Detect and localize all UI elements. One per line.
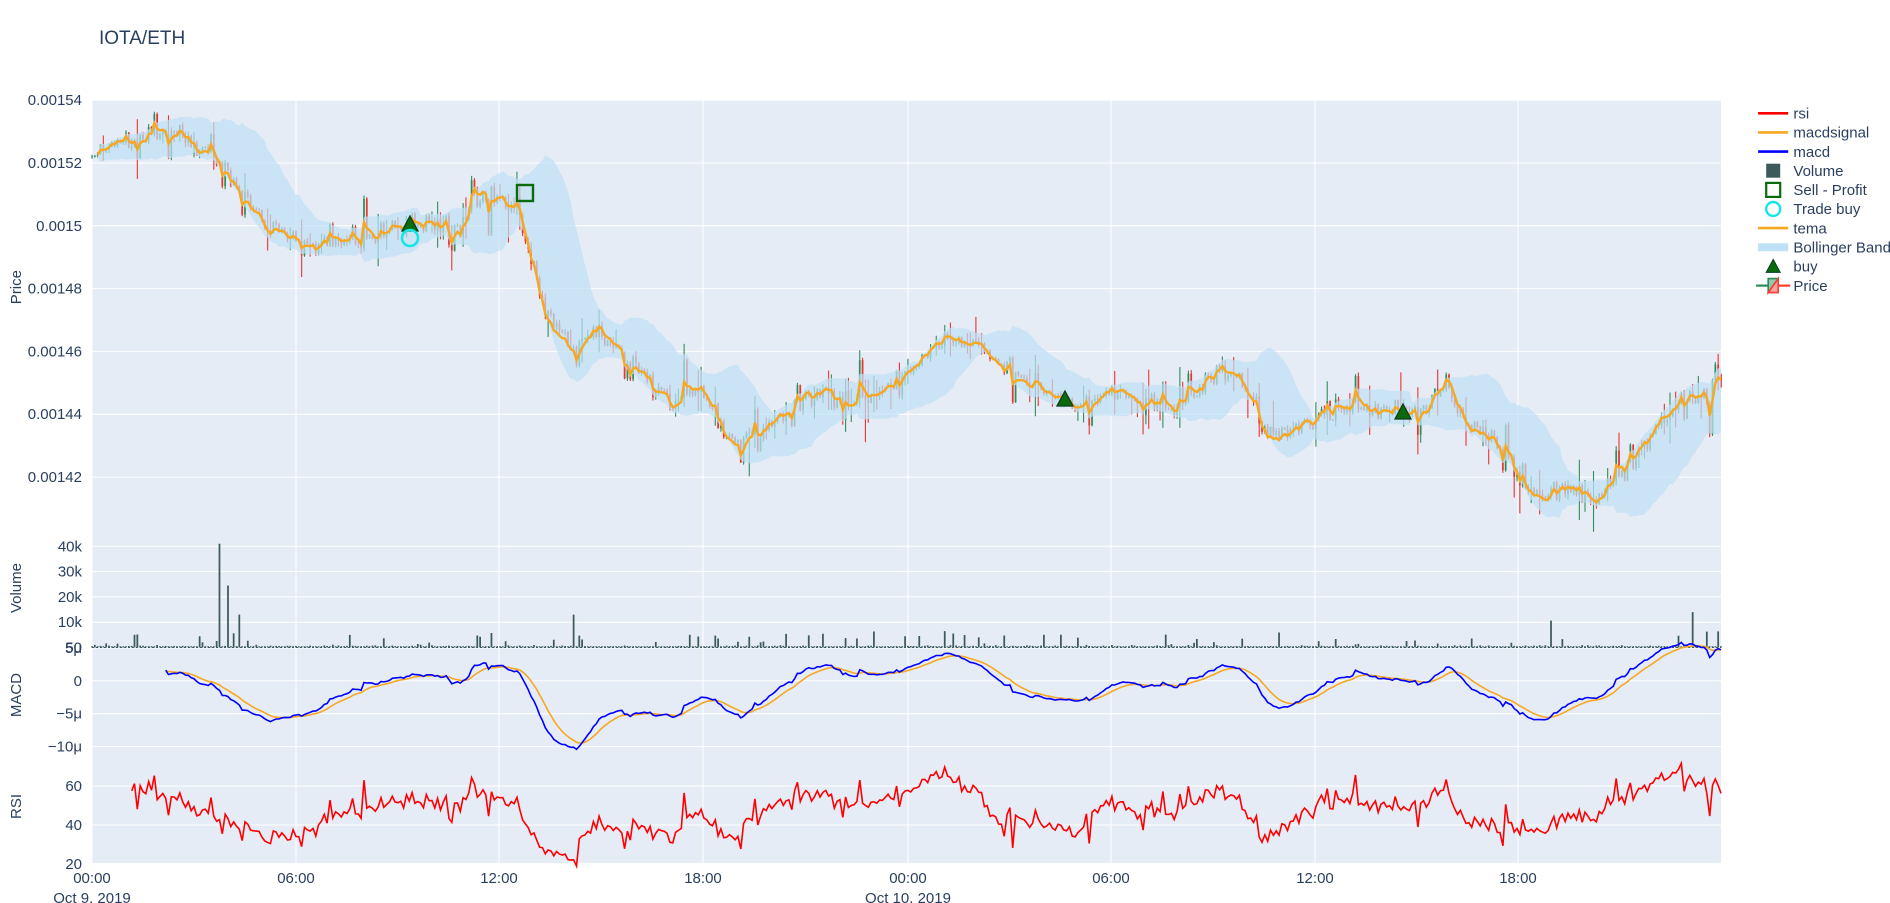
svg-text:0.00154: 0.00154 [28,92,82,109]
svg-text:0.00148: 0.00148 [28,281,82,298]
svg-text:5μ: 5μ [65,640,82,657]
svg-text:40: 40 [65,817,82,834]
svg-text:−5μ: −5μ [56,706,82,723]
svg-text:06:00: 06:00 [277,870,315,887]
svg-text:Price: Price [1793,278,1827,295]
svg-text:30k: 30k [58,564,83,581]
svg-text:Oct 10, 2019: Oct 10, 2019 [865,890,951,903]
svg-text:0.00152: 0.00152 [28,155,82,172]
svg-text:18:00: 18:00 [1499,870,1537,887]
svg-text:tema: tema [1793,220,1827,237]
svg-text:06:00: 06:00 [1092,870,1130,887]
svg-text:Bollinger Band: Bollinger Band [1793,240,1890,257]
svg-text:Oct 9, 2019: Oct 9, 2019 [53,890,131,903]
svg-text:0.00144: 0.00144 [28,406,82,423]
svg-text:−10μ: −10μ [48,739,82,756]
svg-text:rsi: rsi [1793,106,1809,123]
svg-text:macdsignal: macdsignal [1793,125,1869,142]
svg-text:0.0015: 0.0015 [36,218,82,235]
svg-text:Volume: Volume [1793,163,1843,180]
svg-text:40k: 40k [58,538,83,555]
svg-text:18:00: 18:00 [684,870,722,887]
svg-text:20k: 20k [58,589,83,606]
svg-text:0.00142: 0.00142 [28,469,82,486]
svg-text:60: 60 [65,778,82,795]
svg-text:0: 0 [74,673,82,690]
svg-text:macd: macd [1793,144,1830,161]
svg-text:12:00: 12:00 [1296,870,1334,887]
svg-text:00:00: 00:00 [73,870,111,887]
svg-text:10k: 10k [58,614,83,631]
svg-text:Sell - Profit: Sell - Profit [1793,182,1867,199]
svg-text:0.00146: 0.00146 [28,343,82,360]
svg-text:buy: buy [1793,259,1818,276]
svg-text:12:00: 12:00 [480,870,518,887]
svg-text:Trade buy: Trade buy [1793,201,1860,218]
svg-text:00:00: 00:00 [889,870,927,887]
